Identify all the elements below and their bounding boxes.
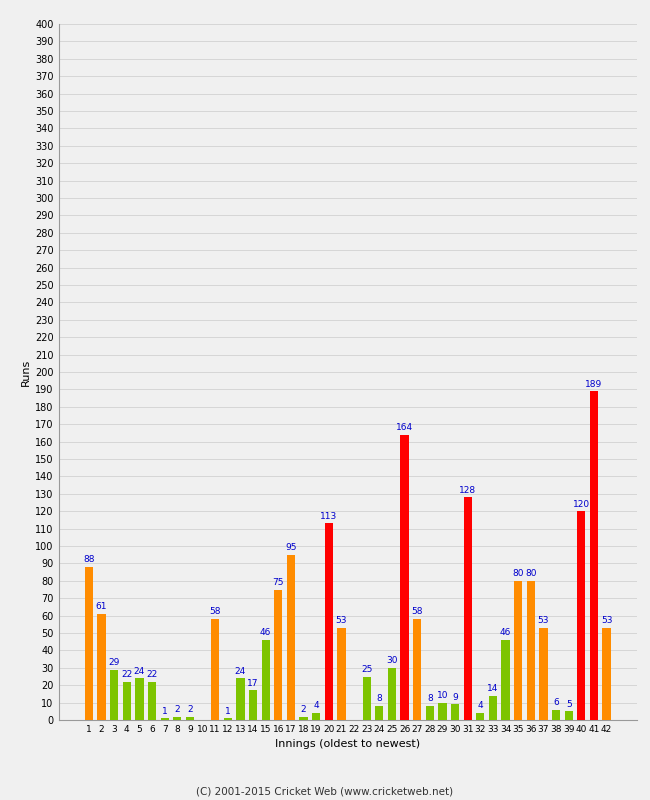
Bar: [463, 498, 472, 720]
Text: 30: 30: [386, 656, 398, 665]
Bar: [375, 706, 383, 720]
Bar: [426, 706, 434, 720]
Bar: [211, 619, 219, 720]
Text: 22: 22: [121, 670, 133, 679]
Bar: [135, 678, 144, 720]
Bar: [603, 628, 611, 720]
Bar: [388, 668, 396, 720]
Bar: [514, 581, 523, 720]
Bar: [186, 717, 194, 720]
Text: 5: 5: [566, 700, 571, 709]
Text: 24: 24: [134, 666, 145, 676]
Text: 88: 88: [83, 555, 95, 564]
Bar: [300, 717, 307, 720]
Bar: [540, 628, 547, 720]
Text: 9: 9: [452, 693, 458, 702]
Bar: [565, 711, 573, 720]
Text: 25: 25: [361, 665, 372, 674]
Text: (C) 2001-2015 Cricket Web (www.cricketweb.net): (C) 2001-2015 Cricket Web (www.cricketwe…: [196, 786, 454, 796]
Bar: [451, 704, 459, 720]
Bar: [237, 678, 244, 720]
Bar: [312, 713, 320, 720]
Bar: [224, 718, 232, 720]
Text: 46: 46: [500, 628, 512, 638]
Text: 6: 6: [553, 698, 559, 707]
Bar: [274, 590, 282, 720]
Text: 53: 53: [601, 616, 612, 625]
Text: 4: 4: [313, 702, 319, 710]
Text: 1: 1: [225, 706, 231, 716]
Text: 164: 164: [396, 423, 413, 432]
Bar: [148, 682, 156, 720]
Text: 58: 58: [209, 607, 221, 617]
Text: 53: 53: [335, 616, 347, 625]
Text: 4: 4: [478, 702, 483, 710]
Bar: [400, 434, 409, 720]
Bar: [438, 702, 447, 720]
Text: 75: 75: [272, 578, 284, 587]
Bar: [476, 713, 484, 720]
Bar: [502, 640, 510, 720]
Bar: [161, 718, 169, 720]
Text: 2: 2: [301, 705, 306, 714]
Text: 2: 2: [174, 705, 180, 714]
Text: 14: 14: [488, 684, 499, 693]
Text: 53: 53: [538, 616, 549, 625]
Text: 80: 80: [512, 569, 524, 578]
Bar: [413, 619, 421, 720]
Bar: [287, 554, 295, 720]
Text: 29: 29: [109, 658, 120, 667]
Text: 2: 2: [187, 705, 193, 714]
X-axis label: Innings (oldest to newest): Innings (oldest to newest): [275, 739, 421, 750]
Bar: [489, 696, 497, 720]
Text: 189: 189: [586, 379, 603, 389]
Bar: [110, 670, 118, 720]
Text: 128: 128: [459, 486, 476, 494]
Text: 17: 17: [247, 679, 259, 688]
Text: 8: 8: [427, 694, 433, 703]
Text: 120: 120: [573, 499, 590, 509]
Bar: [337, 628, 346, 720]
Bar: [552, 710, 560, 720]
Text: 10: 10: [437, 691, 448, 700]
Text: 61: 61: [96, 602, 107, 611]
Text: 22: 22: [146, 670, 158, 679]
Bar: [173, 717, 181, 720]
Text: 8: 8: [376, 694, 382, 703]
Bar: [363, 677, 370, 720]
Bar: [325, 523, 333, 720]
Y-axis label: Runs: Runs: [21, 358, 31, 386]
Bar: [577, 511, 586, 720]
Text: 95: 95: [285, 543, 296, 552]
Bar: [123, 682, 131, 720]
Text: 46: 46: [260, 628, 271, 638]
Text: 24: 24: [235, 666, 246, 676]
Text: 1: 1: [162, 706, 168, 716]
Text: 113: 113: [320, 512, 337, 521]
Bar: [590, 391, 598, 720]
Bar: [98, 614, 106, 720]
Bar: [526, 581, 535, 720]
Text: 80: 80: [525, 569, 537, 578]
Bar: [84, 567, 93, 720]
Text: 58: 58: [411, 607, 423, 617]
Bar: [249, 690, 257, 720]
Bar: [261, 640, 270, 720]
